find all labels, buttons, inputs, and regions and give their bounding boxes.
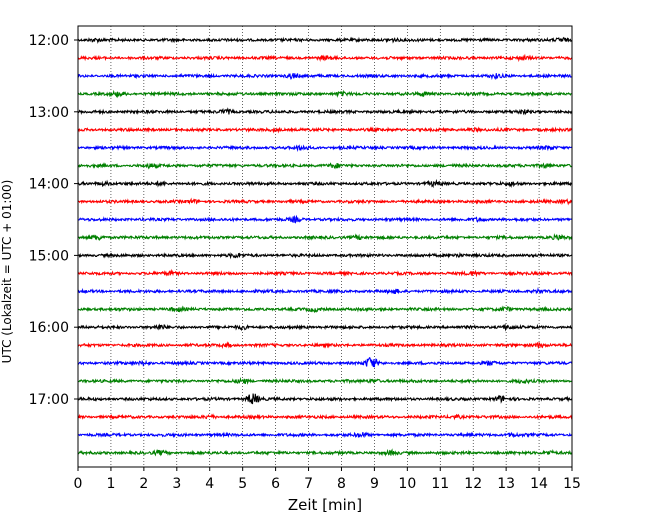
- x-tick-label-11: 11: [431, 476, 449, 492]
- trace-1700: [77, 393, 573, 405]
- trace-1430: [77, 214, 573, 224]
- x-tick-label-1: 1: [106, 476, 115, 492]
- trace-1545: [77, 305, 573, 314]
- trace-1315: [77, 126, 573, 134]
- trace-1745: [77, 448, 573, 457]
- trace-1230: [77, 72, 573, 81]
- trace-1330: [77, 144, 573, 152]
- plot-frame: [77, 25, 573, 468]
- trace-1200: [77, 36, 573, 44]
- trace-1245: [77, 89, 573, 99]
- trace-1645: [77, 376, 573, 385]
- x-tick-label-9: 9: [370, 476, 379, 492]
- y-tick-label-1200: 12:00: [29, 33, 69, 49]
- trace-1600: [77, 323, 573, 332]
- x-tick-label-3: 3: [172, 476, 181, 492]
- y-axis-label: UTC (Lokalzeit = UTC + 01:00): [0, 180, 14, 364]
- trace-1400: [77, 178, 573, 189]
- x-tick-label-14: 14: [530, 476, 548, 492]
- trace-1500: [77, 251, 573, 260]
- trace-1300: [77, 107, 573, 116]
- trace-1730: [77, 431, 573, 439]
- traces: [77, 36, 573, 457]
- y-tick-label-1500: 15:00: [29, 248, 69, 264]
- trace-1415: [77, 197, 573, 206]
- x-tick-label-5: 5: [238, 476, 247, 492]
- trace-1630: [77, 357, 573, 368]
- trace-1445: [77, 233, 573, 241]
- x-tick-label-2: 2: [139, 476, 148, 492]
- x-tick-label-7: 7: [304, 476, 313, 492]
- y-tick-label-1600: 16:00: [29, 320, 69, 336]
- x-tick-label-12: 12: [464, 476, 482, 492]
- x-tick-label-15: 15: [563, 476, 581, 492]
- trace-1345: [77, 162, 573, 170]
- x-tick-label-6: 6: [271, 476, 280, 492]
- x-axis-ticks: 0 1 2 3 4 5 6 7 8 9 10 11 12 13 14 15: [74, 467, 581, 492]
- x-tick-label-0: 0: [74, 476, 83, 492]
- x-tick-label-10: 10: [398, 476, 416, 492]
- x-tick-label-13: 13: [497, 476, 515, 492]
- trace-1515: [77, 268, 573, 278]
- trace-1615: [77, 341, 573, 350]
- y-tick-label-1400: 14:00: [29, 177, 69, 193]
- y-axis-ticks: 12:00 13:00 14:00 15:00 16:00 17:00: [29, 33, 78, 408]
- trace-1715: [77, 413, 573, 421]
- y-tick-label-1700: 17:00: [29, 392, 69, 408]
- x-tick-label-4: 4: [205, 476, 214, 492]
- x-tick-label-8: 8: [337, 476, 346, 492]
- trace-1530: [77, 287, 573, 295]
- x-axis-label: Zeit [min]: [288, 496, 362, 514]
- trace-1215: [77, 53, 573, 63]
- y-tick-label-1300: 13:00: [29, 105, 69, 121]
